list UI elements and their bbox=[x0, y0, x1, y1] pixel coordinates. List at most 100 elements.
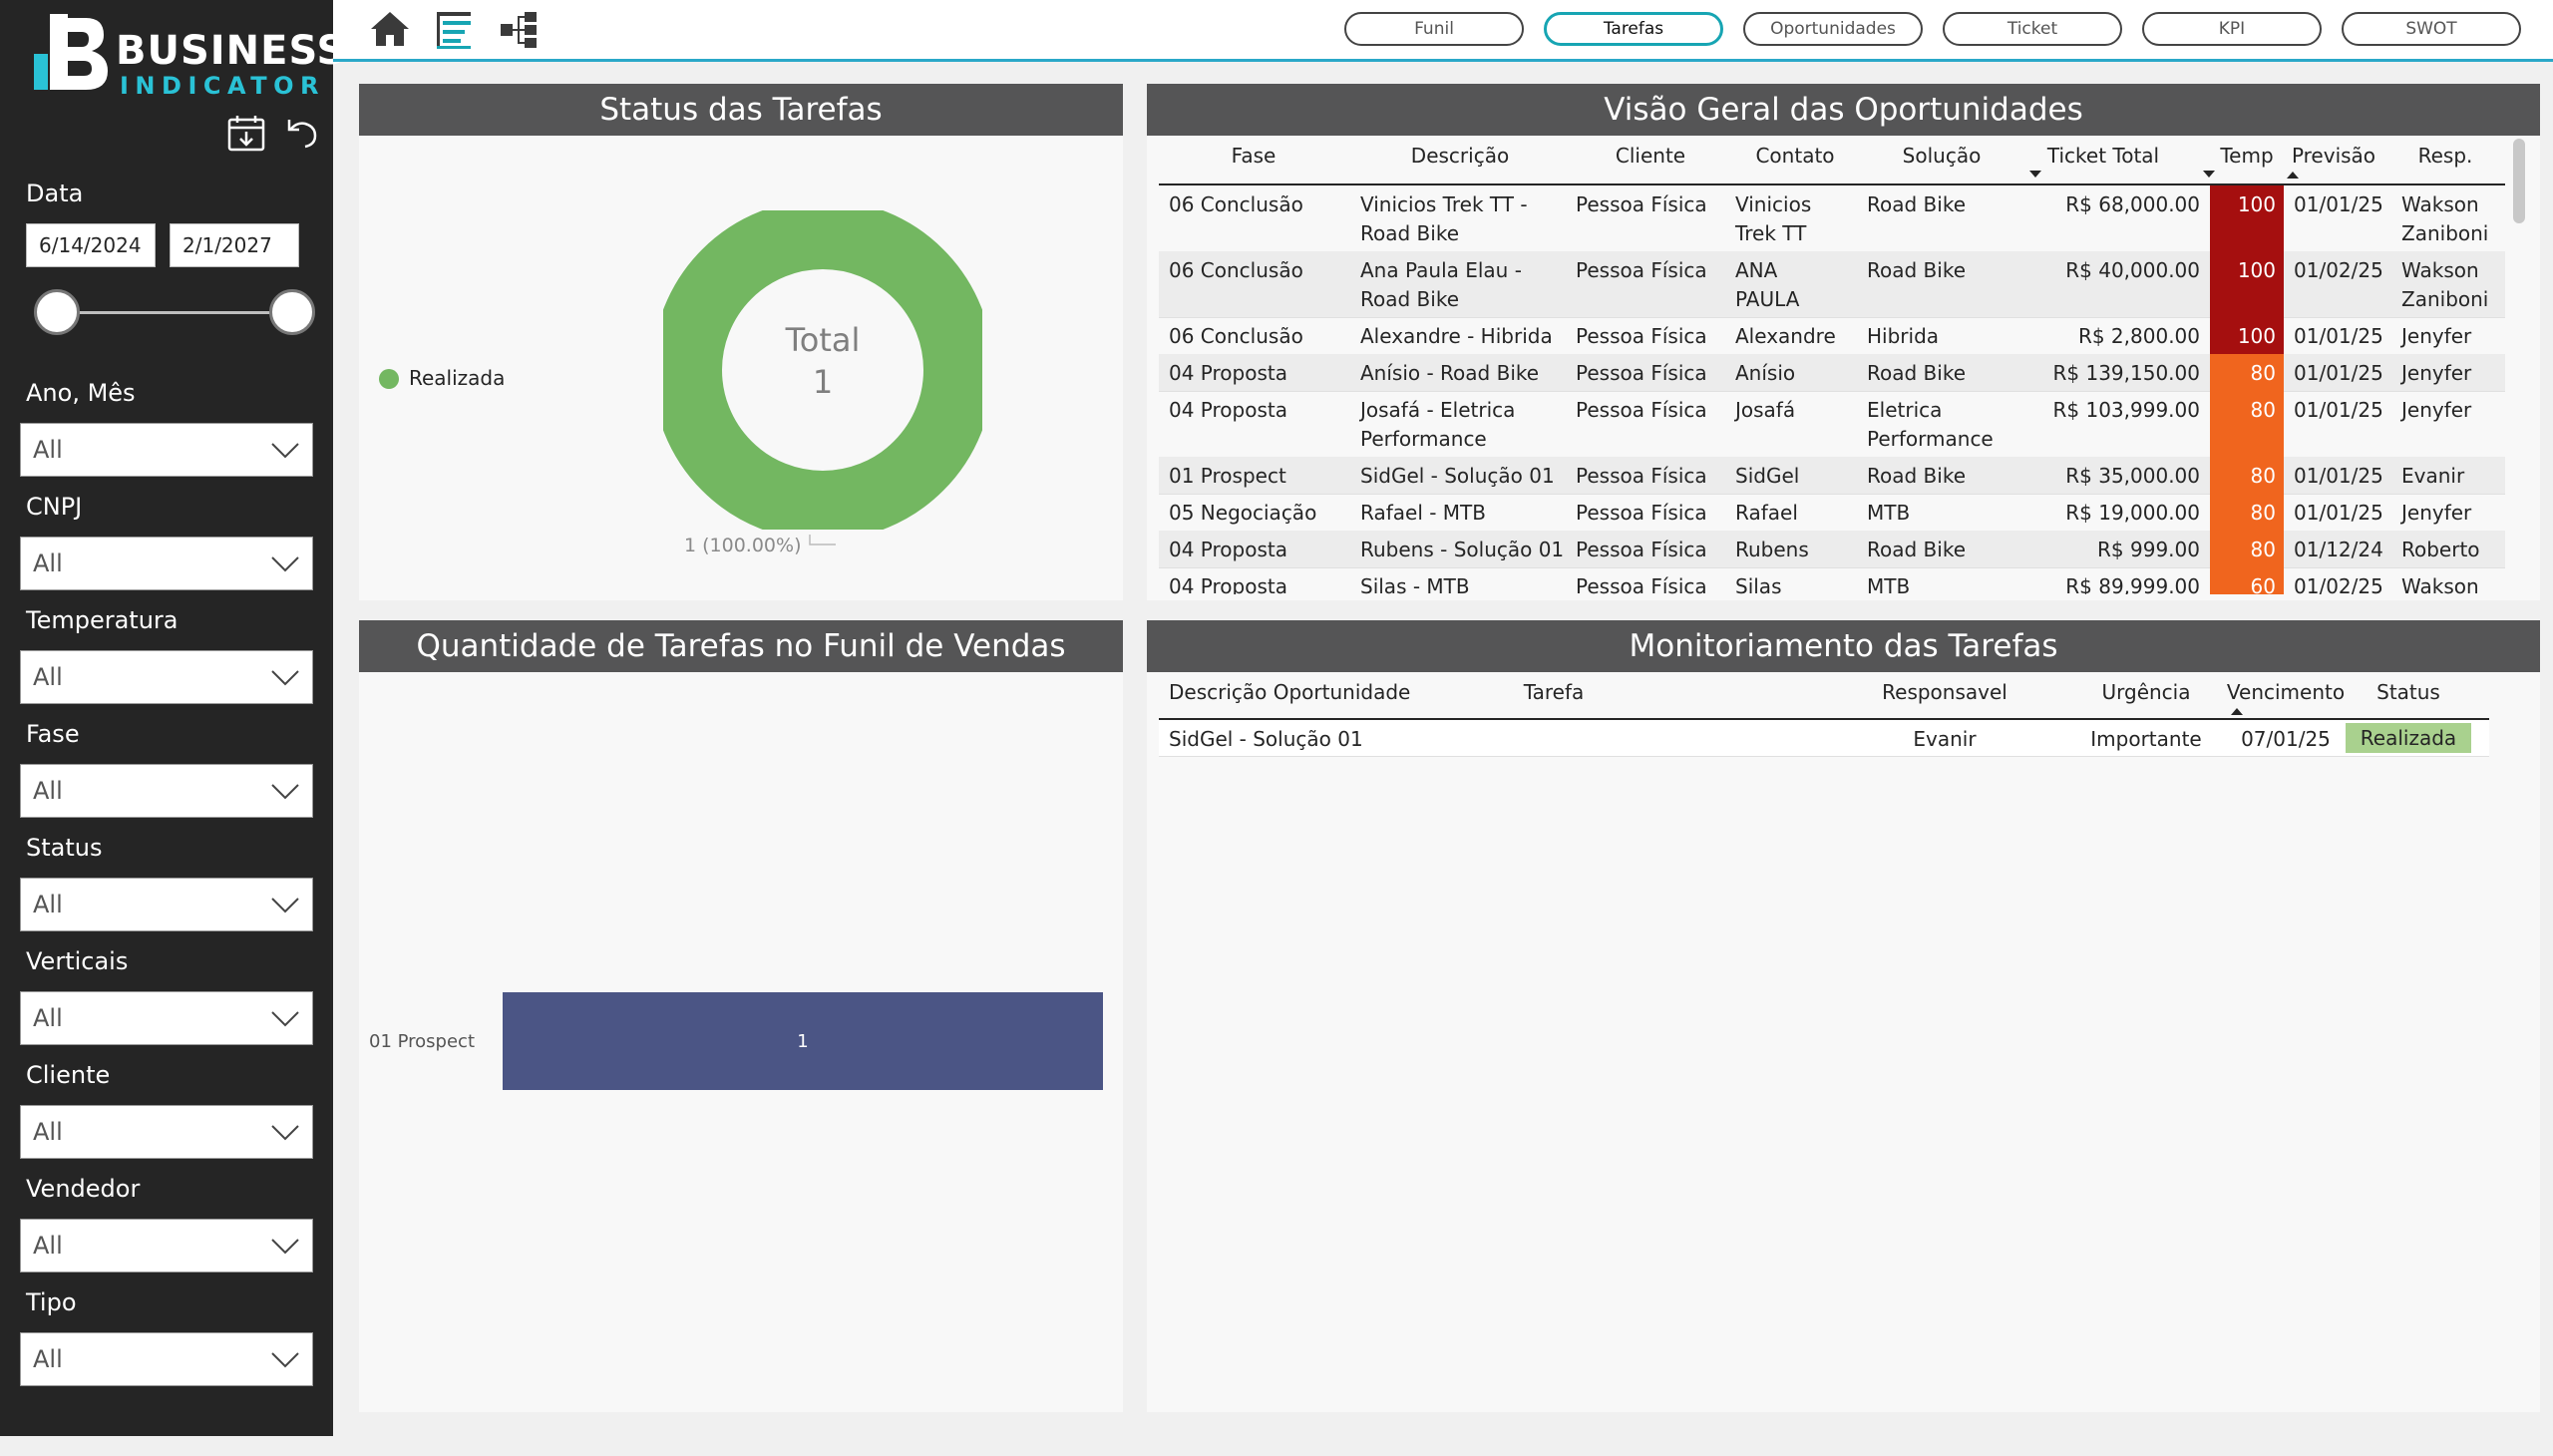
sort-asc-icon[interactable] bbox=[2286, 170, 2300, 180]
logo-mark-icon bbox=[34, 14, 108, 90]
hierarchy-icon[interactable] bbox=[499, 10, 539, 54]
column-header[interactable]: Ticket Total bbox=[2046, 144, 2160, 168]
cell-fase: 04 Proposta bbox=[1169, 361, 1287, 385]
column-header[interactable]: Descrição bbox=[1410, 144, 1510, 168]
table-row[interactable]: 04 Proposta Josafá - Eletrica Performance P… bbox=[1159, 391, 2505, 458]
cell-temperatura: 80 bbox=[2210, 391, 2284, 457]
tab-swot[interactable]: SWOT bbox=[2342, 12, 2521, 46]
tab-oportunidades[interactable]: Oportunidades bbox=[1743, 12, 1923, 46]
slicer-dropdown-temperatura[interactable]: All bbox=[20, 650, 313, 704]
monitor-column-header[interactable]: Tarefa bbox=[1523, 680, 1585, 704]
column-header[interactable]: Previsão bbox=[2291, 144, 2376, 168]
undo-icon[interactable] bbox=[283, 114, 321, 156]
column-header[interactable]: Fase bbox=[1231, 144, 1276, 168]
funnel-bar[interactable] bbox=[503, 992, 1103, 1090]
cell-cliente: Pessoa Física bbox=[1576, 192, 1707, 216]
table-row[interactable]: 06 Conclusão Ana Paula Elau - Road Bike Pes… bbox=[1159, 251, 2505, 318]
cell-previsao: 01/01/25 bbox=[2294, 324, 2383, 348]
monitor-column-header[interactable]: Urgência bbox=[2101, 680, 2191, 704]
monitor-cell-status: Realizada bbox=[2346, 723, 2471, 753]
cell-previsao: 01/02/25 bbox=[2294, 258, 2383, 282]
tab-funil[interactable]: Funil bbox=[1344, 12, 1524, 46]
opportunities-table: Fase Descrição Cliente Contato Solução Ticket… bbox=[1159, 136, 2505, 594]
cell-ticket-total: R$ 68,000.00 bbox=[2065, 192, 2200, 216]
cell-responsavel: Roberto bbox=[2401, 538, 2480, 561]
cell-responsavel: Wakson bbox=[2401, 192, 2479, 216]
slicer-value: All bbox=[33, 1345, 63, 1373]
top-navigation-bar: Funil Tarefas Oportunidades Ticket KPI SWOT bbox=[333, 0, 2553, 62]
slicer-value: All bbox=[33, 777, 63, 805]
legend-label[interactable]: Realizada bbox=[409, 366, 506, 390]
monitor-column-header[interactable]: Responsavel bbox=[1882, 680, 2007, 704]
cell-descricao: Vinicios Trek TT - bbox=[1360, 192, 1528, 216]
slicer-dropdown-cnpj[interactable]: All bbox=[20, 537, 313, 590]
tab-kpi[interactable]: KPI bbox=[2142, 12, 2322, 46]
table-row[interactable]: 06 Conclusão Alexandre - Hibrida Pessoa Fí… bbox=[1159, 317, 2505, 355]
cell-solucao: Eletrica bbox=[1867, 398, 1943, 422]
table-row[interactable]: 04 Proposta Silas - MTB Pessoa Física Silas… bbox=[1159, 567, 2505, 594]
date-end-input[interactable]: 2/1/2027 bbox=[170, 223, 299, 267]
column-header[interactable]: Cliente bbox=[1615, 144, 1686, 168]
slicer-dropdown-tipo[interactable]: All bbox=[20, 1332, 313, 1386]
legend-marker bbox=[379, 369, 399, 389]
slicer-dropdown-ano-mes[interactable]: All bbox=[20, 423, 313, 477]
slicer-dropdown-vendedor[interactable]: All bbox=[20, 1219, 313, 1273]
sort-desc-icon[interactable] bbox=[2028, 170, 2042, 180]
table-row[interactable]: 04 Proposta Anísio - Road Bike Pessoa Físi… bbox=[1159, 354, 2505, 392]
slicer-dropdown-verticais[interactable]: All bbox=[20, 991, 313, 1045]
cell-solucao: MTB bbox=[1867, 574, 1911, 594]
column-header[interactable]: Resp. bbox=[2417, 144, 2473, 168]
cell-responsavel: Jenyfer bbox=[2401, 361, 2472, 385]
cell-contato: SidGel bbox=[1735, 464, 1800, 488]
home-icon[interactable] bbox=[369, 8, 411, 54]
cell-contato: Anísio bbox=[1735, 361, 1796, 385]
monitor-table-row[interactable]: SidGel - Solução 01 Evanir Importante 07/01… bbox=[1159, 720, 2489, 757]
cell-descricao: Josafá - Eletrica bbox=[1360, 398, 1516, 422]
table-scrollbar[interactable] bbox=[2513, 139, 2525, 223]
slicer-value: All bbox=[33, 891, 63, 918]
monitor-column-header[interactable]: Status bbox=[2376, 680, 2440, 704]
cell-ticket-total: R$ 139,150.00 bbox=[2052, 361, 2201, 385]
table-row[interactable]: 05 Negociação Rafael - MTB Pessoa Física Ra… bbox=[1159, 494, 2505, 532]
cell-fase: 01 Prospect bbox=[1169, 464, 1286, 488]
cell-contato: Vinicios bbox=[1735, 192, 1812, 216]
cell-descricao: Anísio - Road Bike bbox=[1360, 361, 1540, 385]
cell-contato: Trek TT bbox=[1735, 221, 1807, 245]
list-bars-icon[interactable] bbox=[435, 8, 477, 56]
sort-desc-icon[interactable] bbox=[2202, 170, 2216, 180]
cell-ticket-total: R$ 19,000.00 bbox=[2065, 501, 2200, 525]
column-header[interactable]: Contato bbox=[1755, 144, 1835, 168]
date-start-input[interactable]: 6/14/2024 bbox=[26, 223, 156, 267]
cell-solucao: MTB bbox=[1867, 501, 1911, 525]
donut-slice-realizada[interactable] bbox=[663, 210, 982, 530]
cell-cliente: Pessoa Física bbox=[1576, 464, 1707, 488]
monitor-column-header[interactable]: Descrição Oportunidade bbox=[1169, 680, 1411, 704]
cell-temperatura: 80 bbox=[2210, 494, 2284, 531]
table-row[interactable]: 06 Conclusão Vinicios Trek TT - Road Bike P… bbox=[1159, 185, 2505, 252]
monitor-panel: Monitoriamento das Tarefas Descrição Opo… bbox=[1147, 620, 2540, 1412]
sort-asc-icon[interactable] bbox=[2230, 706, 2244, 716]
date-range-track[interactable] bbox=[56, 311, 291, 314]
cell-cliente: Pessoa Física bbox=[1576, 258, 1707, 282]
cell-temperatura: 100 bbox=[2210, 251, 2284, 317]
cell-previsao: 01/01/25 bbox=[2294, 398, 2383, 422]
date-range-end-handle[interactable] bbox=[269, 289, 315, 335]
cell-descricao: Rubens - Solução 01 bbox=[1360, 538, 1565, 561]
tab-tarefas[interactable]: Tarefas bbox=[1544, 12, 1723, 46]
funnel-category-label: 01 Prospect bbox=[369, 1031, 475, 1052]
column-header[interactable]: Temp bbox=[2220, 144, 2274, 168]
slicer-dropdown-status[interactable]: All bbox=[20, 878, 313, 931]
slicer-dropdown-fase[interactable]: All bbox=[20, 764, 313, 818]
table-row[interactable]: 04 Proposta Rubens - Solução 01 Pessoa Fís… bbox=[1159, 531, 2505, 568]
calendar-download-icon[interactable] bbox=[225, 112, 267, 158]
cell-fase: 04 Proposta bbox=[1169, 574, 1287, 594]
date-range-start-handle[interactable] bbox=[34, 289, 80, 335]
date-filter-label: Data bbox=[26, 180, 84, 207]
table-row[interactable]: 01 Prospect SidGel - Solução 01 Pessoa Fís… bbox=[1159, 457, 2505, 495]
slicer-dropdown-cliente[interactable]: All bbox=[20, 1105, 313, 1159]
cell-previsao: 01/01/25 bbox=[2294, 192, 2383, 216]
cell-temperatura: 80 bbox=[2210, 457, 2284, 494]
column-header[interactable]: Solução bbox=[1902, 144, 1982, 168]
monitor-column-header[interactable]: Vencimento bbox=[2226, 680, 2346, 704]
tab-ticket[interactable]: Ticket bbox=[1943, 12, 2122, 46]
